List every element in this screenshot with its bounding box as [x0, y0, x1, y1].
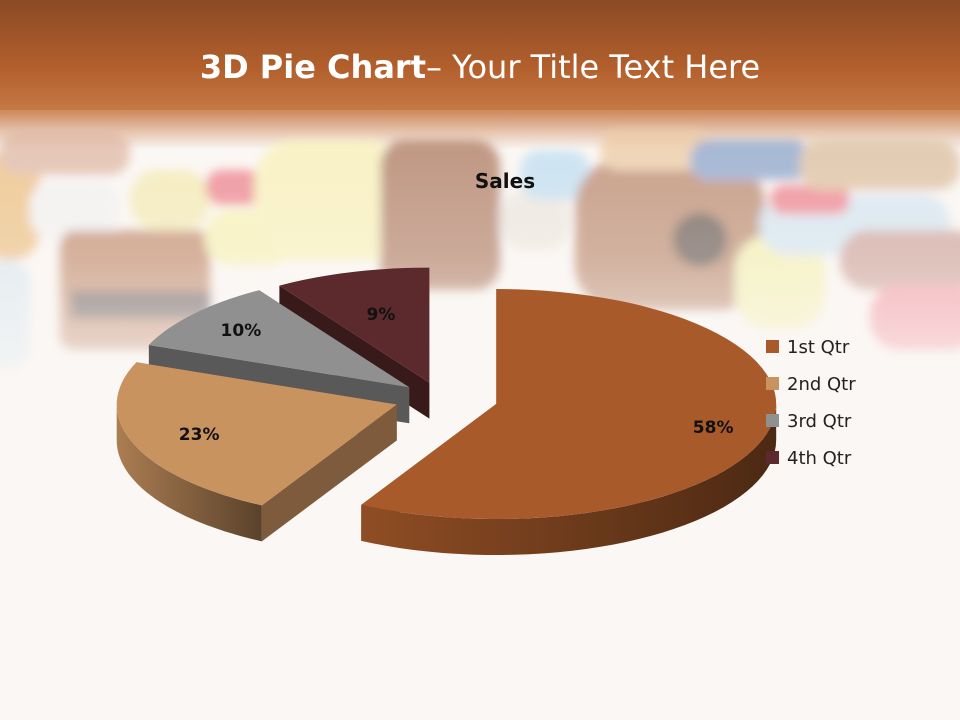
pie-slice-rim	[116, 404, 262, 542]
legend-label-2: 2nd Qtr	[787, 374, 856, 395]
slide-title-bold: 3D Pie Chart	[199, 48, 426, 86]
pie-slice-2	[116, 362, 397, 542]
legend-swatch-1	[766, 340, 779, 353]
legend-label-3: 3rd Qtr	[787, 411, 852, 432]
legend-swatch-3	[766, 414, 779, 427]
slide-title: 3D Pie Chart– Your Title Text Here	[0, 48, 960, 86]
pie-slice-top	[279, 267, 430, 383]
pie-slice-wall	[261, 404, 397, 542]
data-label-4: 9%	[367, 305, 396, 325]
slide-title-rest: – Your Title Text Here	[425, 48, 761, 86]
pie-slices: 58% 23% 10% 9%	[116, 267, 777, 556]
legend-swatch-2	[766, 377, 779, 390]
legend-label-4: 4th Qtr	[787, 448, 852, 469]
pie-slice-top	[148, 290, 410, 388]
pie-slice-top	[116, 362, 397, 506]
pie-slice-top	[361, 289, 777, 520]
pie-slice-1	[361, 289, 777, 556]
pie-slice-rim	[361, 404, 777, 556]
legend-swatch-4	[766, 451, 779, 464]
data-label-2: 23%	[179, 425, 220, 445]
chart-title: Sales	[475, 169, 535, 193]
chart-legend: 1st Qtr 2nd Qtr 3rd Qtr 4th Qtr	[766, 337, 856, 469]
data-label-3: 10%	[221, 321, 262, 341]
data-label-1: 58%	[693, 418, 734, 438]
legend-label-1: 1st Qtr	[787, 337, 850, 358]
